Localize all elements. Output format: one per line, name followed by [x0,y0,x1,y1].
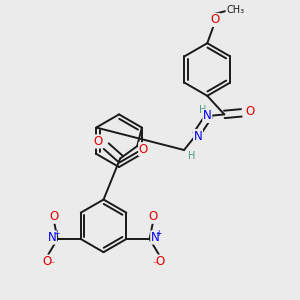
Text: O: O [42,255,51,268]
Text: N: N [203,110,212,122]
Text: N: N [194,130,202,142]
Text: H: H [199,105,206,116]
Text: +: + [53,229,59,238]
Text: ⁻: ⁻ [50,260,55,270]
Text: +: + [156,229,162,238]
Text: O: O [148,210,157,223]
Text: N: N [48,231,56,244]
Text: O: O [139,143,148,156]
Text: O: O [93,135,102,148]
Text: CH₃: CH₃ [226,5,244,15]
Text: O: O [156,255,165,268]
Text: N: N [151,231,160,244]
Text: O: O [50,210,59,223]
Text: ⁻: ⁻ [153,260,158,270]
Text: O: O [245,105,255,118]
Text: H: H [188,151,196,161]
Text: O: O [210,14,220,26]
